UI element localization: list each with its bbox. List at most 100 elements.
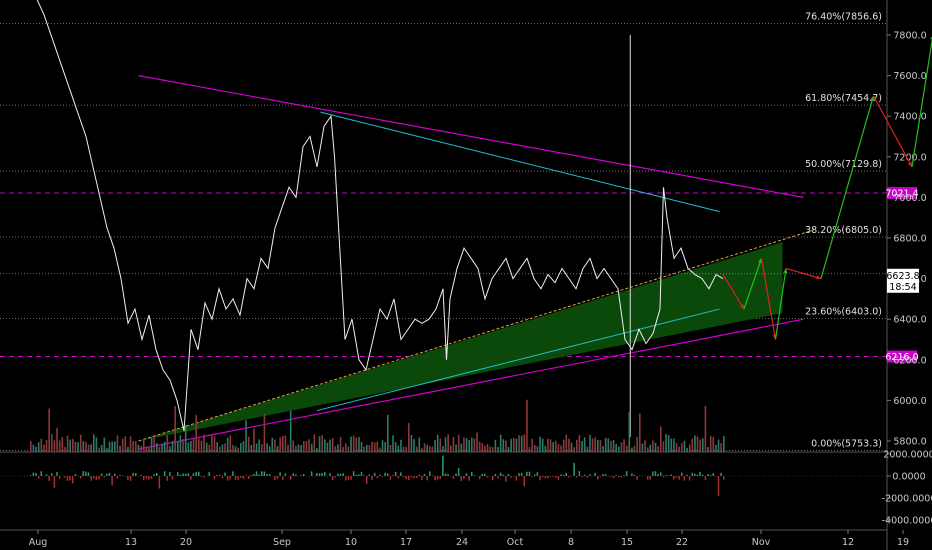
indicator-bar xyxy=(93,476,95,479)
volume-bar xyxy=(331,438,334,452)
volume-bar xyxy=(436,434,439,452)
volume-bar xyxy=(447,434,449,452)
volume-bar xyxy=(253,428,255,452)
volume-bar xyxy=(415,446,418,452)
volume-bar xyxy=(108,441,111,452)
indicator-bar xyxy=(541,476,544,478)
volume-bar xyxy=(308,439,310,452)
volume-bar xyxy=(565,434,568,452)
volume-bar xyxy=(150,437,153,452)
volume-bar xyxy=(442,446,444,452)
indicator-bar xyxy=(339,473,342,476)
projection-arrowhead xyxy=(907,161,912,167)
indicator-bar xyxy=(221,476,224,479)
indicator-bar xyxy=(303,473,305,476)
volume-bar xyxy=(665,434,667,452)
indicator-bar xyxy=(633,475,636,476)
indicator-bar xyxy=(549,476,552,477)
volume-bar xyxy=(234,446,237,452)
indicator-bar xyxy=(182,473,184,476)
indicator-bar xyxy=(274,476,276,481)
volume-bar xyxy=(586,446,589,452)
indicator-bar xyxy=(64,476,66,478)
volume-bar xyxy=(518,435,520,452)
volume-bar xyxy=(124,436,127,452)
volume-bar xyxy=(476,432,478,452)
y-tick-label: 6200.0 xyxy=(893,355,926,366)
indicator-bar xyxy=(510,476,512,478)
volume-bar xyxy=(358,437,360,452)
indicator-bar xyxy=(376,476,378,478)
volume-bar xyxy=(195,415,197,452)
indicator-bar xyxy=(618,476,620,478)
indicator-bar xyxy=(612,476,615,479)
volume-bar xyxy=(610,440,612,452)
volume-bar xyxy=(513,438,515,452)
volume-bar xyxy=(132,441,134,452)
x-tick-label: 8 xyxy=(568,537,574,548)
volume-bar xyxy=(329,439,331,452)
indicator-bar xyxy=(90,476,92,481)
indicator-bar xyxy=(484,473,486,476)
volume-bar xyxy=(350,436,352,452)
level-badge xyxy=(887,350,917,363)
indicator-bar xyxy=(434,476,436,481)
volume-bar xyxy=(310,443,313,452)
indicator-bar xyxy=(253,473,255,476)
indicator-bar xyxy=(58,476,61,479)
indicator-bar xyxy=(371,476,373,480)
volume-bar xyxy=(90,444,92,452)
volume-bar xyxy=(644,440,646,452)
volume-bar xyxy=(526,399,528,452)
countdown-label: 18:54 xyxy=(889,282,916,293)
volume-bar xyxy=(232,444,234,452)
indicator-bar xyxy=(195,471,197,476)
indicator-bar xyxy=(610,476,612,477)
volume-bar xyxy=(631,447,633,452)
indicator-bar xyxy=(224,472,226,476)
volume-bar xyxy=(216,442,218,452)
volume-bar xyxy=(334,446,337,452)
x-tick-label: 13 xyxy=(125,537,137,548)
volume-bar xyxy=(633,445,636,452)
fib-label: 61.80%(7454.7) xyxy=(805,93,882,104)
volume-bar xyxy=(247,436,250,452)
volume-bar xyxy=(389,444,392,452)
indicator-bar xyxy=(673,476,675,480)
volume-bar xyxy=(35,446,37,452)
indicator-bar xyxy=(226,476,229,481)
volume-bar xyxy=(237,447,239,452)
indicator-bar xyxy=(505,476,507,482)
volume-bar xyxy=(64,446,66,452)
volume-bar xyxy=(429,446,431,452)
volume-bar xyxy=(53,440,56,452)
volume-bar xyxy=(486,444,489,452)
indicator-bar xyxy=(513,476,515,477)
volume-bar xyxy=(723,435,725,452)
volume-bar xyxy=(66,435,69,452)
volume-bar xyxy=(534,445,536,452)
indicator-bar xyxy=(518,473,520,476)
volume-bar xyxy=(704,405,707,452)
level-badge-label: 6216.0 xyxy=(885,352,918,363)
indicator-bar xyxy=(216,475,218,476)
volume-bar xyxy=(688,444,691,452)
volume-bar xyxy=(153,437,155,452)
indicator-bar xyxy=(389,476,392,480)
indicator-bar xyxy=(531,476,533,477)
projection-arrow xyxy=(820,95,875,279)
indicator-bar xyxy=(625,471,628,476)
indicator-bar xyxy=(457,468,460,476)
volume-bar xyxy=(392,435,394,452)
indicator-bar xyxy=(347,476,350,480)
indicator-bar xyxy=(497,476,499,479)
indicator-bar xyxy=(578,471,581,476)
volume-bar xyxy=(127,446,129,452)
volume-bar xyxy=(662,441,665,452)
indicator-bar xyxy=(573,462,575,476)
volume-bar xyxy=(555,440,557,452)
fib-label: 38.20%(6805.0) xyxy=(805,225,882,236)
projection-arrow xyxy=(760,258,777,340)
indicator-bar xyxy=(599,476,602,477)
